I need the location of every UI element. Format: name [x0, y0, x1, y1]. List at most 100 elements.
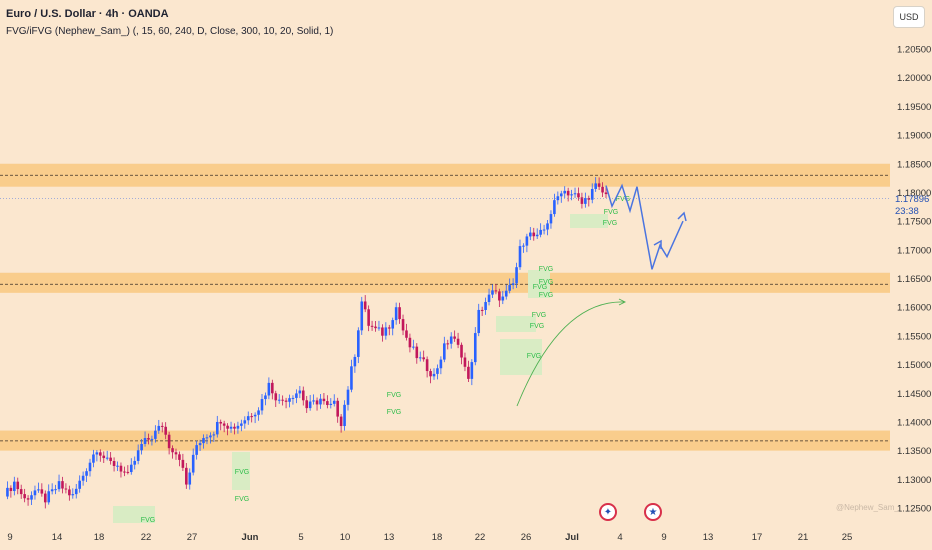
candle-body: [501, 296, 505, 301]
candle-body: [195, 445, 198, 455]
fvg-label: FVG: [539, 279, 553, 286]
candle-body: [164, 426, 167, 435]
candle-body: [597, 183, 601, 187]
price-tick-label: 1.18500: [897, 159, 931, 170]
candle-body: [284, 400, 288, 402]
candle-body: [157, 425, 161, 431]
candle-body: [443, 343, 446, 360]
candle-body: [236, 425, 240, 429]
candle-body: [19, 489, 23, 495]
projection-line: [605, 183, 684, 270]
candle-body: [381, 327, 384, 336]
bar-countdown: 23:38: [895, 206, 919, 217]
candle-body: [484, 301, 487, 310]
candle-body: [123, 471, 126, 473]
candle-body: [253, 414, 257, 417]
time-tick-label: 13: [703, 532, 714, 543]
candle-body: [23, 494, 26, 499]
candle-body: [446, 343, 450, 345]
candle-body: [202, 438, 205, 444]
candle-body: [470, 362, 474, 379]
candle-body: [384, 327, 388, 336]
candle-body: [281, 399, 284, 401]
time-tick-label: 26: [521, 532, 532, 543]
candle-body: [487, 294, 491, 302]
candle-body: [525, 236, 529, 246]
candle-body: [546, 223, 549, 230]
candle-body: [357, 330, 360, 357]
candle-body: [418, 357, 422, 359]
time-tick-label: 22: [141, 532, 152, 543]
fvg-box: [528, 270, 550, 298]
fvg-label: FVG: [387, 409, 401, 416]
candle-body: [377, 327, 381, 329]
candle-body: [288, 398, 291, 402]
candle-body: [432, 373, 436, 377]
time-tick-label: Jul: [565, 532, 579, 543]
fvg-label: FVG: [604, 209, 618, 216]
candle-body: [556, 196, 560, 201]
us-flag-icon[interactable]: ✦: [599, 503, 617, 521]
candle-body: [473, 333, 477, 363]
candle-body: [360, 301, 364, 331]
price-tick-label: 1.17500: [897, 217, 931, 228]
price-axis[interactable]: 1.20500 1.20000 1.19500 1.19000 1.18500 1.180…: [0, 45, 931, 515]
candle-body: [398, 307, 401, 320]
candle-body: [353, 356, 357, 367]
candle-body: [267, 382, 271, 396]
candle-body: [549, 214, 553, 224]
candle-body: [274, 393, 278, 401]
candle-body: [40, 489, 44, 494]
price-tick-label: 1.19500: [897, 102, 931, 113]
candle-body: [99, 452, 102, 456]
fvg-label: FVG: [527, 353, 541, 360]
price-tick-label: 1.17000: [897, 245, 931, 256]
chart-title: Euro / U.S. Dollar · 4h · OANDA: [6, 8, 169, 20]
candlestick-series: [6, 177, 608, 509]
price-tick-label: 1.13000: [897, 475, 931, 486]
candle-body: [491, 290, 494, 295]
candle-body: [312, 400, 315, 402]
candle-body: [339, 416, 343, 427]
time-axis[interactable]: 9 14 18 22 27 Jun 5 10 13 18 22 26 Jul 4 9 13 17 21 25: [7, 532, 852, 543]
candle-body: [563, 190, 567, 194]
price-tick-label: 1.16500: [897, 274, 931, 285]
candle-body: [467, 366, 470, 379]
fvg-label: FVG: [530, 323, 544, 330]
time-tick-label: 18: [432, 532, 443, 543]
candle-body: [539, 229, 542, 235]
candle-body: [577, 193, 580, 198]
candle-body: [105, 457, 109, 459]
candle-body: [209, 435, 212, 438]
candle-body: [456, 338, 460, 345]
candle-body: [257, 410, 260, 415]
time-tick-label: 17: [752, 532, 763, 543]
fvg-label: FVG: [603, 220, 617, 227]
eu-flag-icon[interactable]: ★: [644, 503, 662, 521]
indicator-label[interactable]: FVG/iFVG (Nephew_Sam_) (, 15, 60, 240, D…: [6, 26, 334, 37]
candle-body: [116, 465, 119, 467]
fvg-boxes: FVGFVGFVGFVGFVGFVGFVGFVGFVGFVGFVGFVGFVGF…: [113, 196, 630, 524]
candle-body: [188, 472, 192, 485]
candle-body: [64, 488, 68, 490]
candle-body: [429, 371, 432, 377]
candle-body: [109, 457, 112, 462]
candle-body: [391, 320, 395, 329]
currency-button[interactable]: USD: [893, 6, 925, 28]
candle-body: [291, 397, 295, 399]
fvg-label: FVG: [533, 284, 547, 291]
candle-body: [68, 489, 71, 496]
candle-body: [370, 325, 374, 327]
candle-body: [343, 404, 346, 427]
last-price-tag: 1.17896 23:38: [895, 194, 932, 218]
candle-body: [346, 389, 350, 405]
candle-body: [590, 188, 594, 200]
candle-body: [16, 481, 20, 490]
price-tick-label: 1.14000: [897, 417, 931, 428]
candle-body: [147, 438, 150, 440]
candle-body: [181, 459, 185, 468]
candle-body: [367, 309, 370, 326]
candle-body: [129, 464, 133, 473]
